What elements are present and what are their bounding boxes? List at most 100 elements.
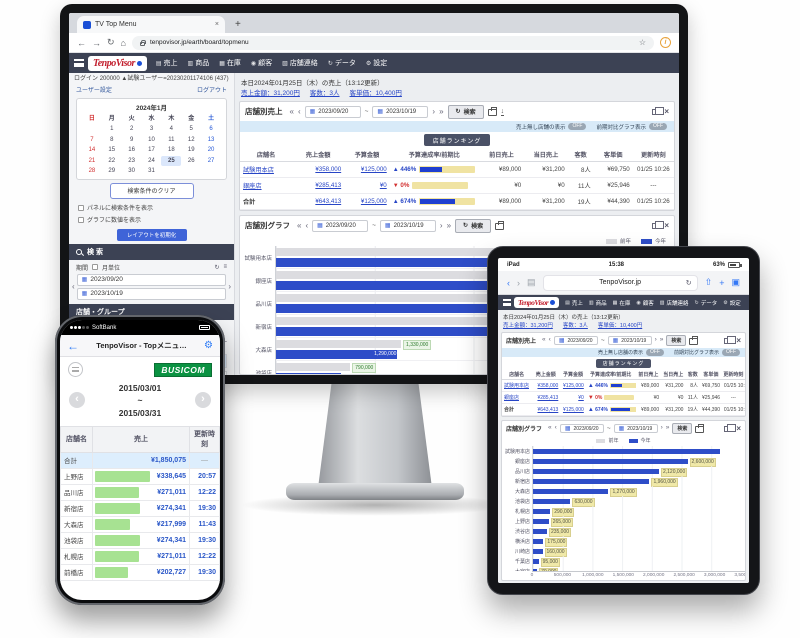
calendar-day[interactable]: 28 — [88, 168, 96, 175]
back-icon[interactable]: ← — [77, 37, 86, 48]
option-graph-checkbox[interactable]: グラフに数値を表示 — [69, 214, 234, 226]
store-link[interactable]: 試験用本店 — [243, 167, 274, 174]
date-from-field[interactable]: ▦ 2023/09/20 — [553, 336, 598, 345]
tabs-icon[interactable]: ▣ — [731, 277, 740, 287]
calendar-day[interactable]: 12 — [187, 136, 195, 143]
sales-value[interactable]: ¥643,413 — [537, 406, 559, 413]
sales-value[interactable]: ¥285,413 — [315, 182, 342, 189]
first-icon[interactable]: « — [297, 220, 302, 230]
popout-icon[interactable] — [724, 335, 737, 344]
next-icon[interactable]: › — [439, 220, 443, 230]
user-settings-link[interactable]: ユーザー設定 — [76, 87, 112, 94]
date-from-field[interactable]: ▦ 2023/09/20 — [559, 424, 604, 433]
home-icon[interactable]: ⌂ — [120, 37, 126, 48]
calendar-day[interactable]: 16 — [128, 147, 135, 154]
nav-item-3[interactable]: ◉ 顧客 — [636, 299, 654, 307]
nav-item-6[interactable]: ⚙ 設定 — [723, 299, 741, 307]
table-row[interactable]: 池袋店 ¥274,341 19:30 — [60, 531, 220, 549]
calendar-day[interactable]: 15 — [108, 147, 116, 154]
nav-item-2[interactable]: ▦ 在庫 — [219, 60, 241, 67]
budget-value[interactable]: ¥0 — [578, 394, 584, 401]
hamburger-icon[interactable] — [503, 299, 511, 306]
layout-reset-button[interactable]: レイアウトを初期化 — [116, 228, 187, 241]
close-panel-icon[interactable]: × — [736, 336, 741, 345]
print-icon[interactable] — [689, 335, 699, 345]
calendar-day[interactable]: 6 — [209, 126, 213, 133]
print-icon[interactable] — [487, 106, 497, 116]
prev-month-button[interactable]: ‹ — [69, 392, 85, 409]
calendar-day[interactable]: 24 — [148, 157, 155, 164]
next-month-button[interactable]: › — [194, 392, 211, 409]
nav-item-5[interactable]: ↻ データ — [694, 299, 718, 307]
calendar-day[interactable]: 19 — [187, 147, 195, 154]
refresh-icon[interactable]: ↻ — [214, 264, 220, 271]
calendar-day[interactable]: 23 — [128, 157, 135, 164]
nav-item-4[interactable]: ▧ 店舗連絡 — [659, 299, 689, 307]
table-row[interactable]: 上野店 ¥338,645 20:57 — [60, 467, 220, 485]
sales-value[interactable]: ¥358,000 — [537, 382, 559, 389]
nav-item-2[interactable]: ▦ 在庫 — [612, 299, 631, 307]
info-icon[interactable]: i — [660, 37, 671, 48]
store-link[interactable]: 銀座店 — [243, 183, 262, 190]
date-to-field[interactable]: ▦ 2023/10/19 — [379, 219, 436, 232]
calendar-day[interactable]: 4 — [169, 126, 174, 133]
toggle-no-sales[interactable]: 売上無し店舗の表示 OFF — [516, 123, 587, 131]
calendar-day[interactable]: 10 — [148, 136, 155, 143]
calendar-day[interactable]: 27 — [207, 157, 215, 164]
first-icon[interactable]: « — [289, 106, 294, 116]
share-icon[interactable]: ⇧ — [704, 277, 713, 287]
nav-item-6[interactable]: ⚙ 設定 — [365, 60, 388, 67]
table-row[interactable]: 札幌店 ¥271,011 12:22 — [60, 547, 220, 565]
calendar-day[interactable]: 7 — [90, 136, 94, 143]
prev-icon[interactable]: ‹ — [297, 106, 301, 116]
date-to-field[interactable]: ▦ 2023/10/19 — [372, 105, 429, 118]
download-icon[interactable]: ↓ — [500, 107, 505, 116]
toggle-prev-graph[interactable]: 前期対比グラフ表示 OFF — [596, 123, 667, 131]
prev-icon[interactable]: ‹ — [548, 336, 551, 344]
next-period-icon[interactable]: › — [228, 282, 231, 292]
date-to-field[interactable]: ▦ 2023/10/19 — [76, 287, 227, 300]
budget-value[interactable]: ¥125,000 — [360, 166, 387, 173]
date-to-field[interactable]: ▦ 2023/10/19 — [613, 424, 658, 433]
calendar-day[interactable]: 2 — [129, 126, 134, 133]
calendar-day[interactable]: 25 — [161, 155, 182, 167]
calendar-day[interactable]: 13 — [207, 136, 215, 143]
nav-item-3[interactable]: ◉ 顧客 — [250, 60, 273, 67]
calendar-day[interactable]: 17 — [148, 147, 155, 154]
option-panel-checkbox[interactable]: パネルに検索条件を表示 — [69, 202, 234, 214]
calendar-day[interactable]: 14 — [88, 147, 96, 154]
calendar-day[interactable]: 3 — [149, 126, 154, 133]
back-icon[interactable]: ← — [67, 338, 79, 353]
table-row[interactable]: 新宿店 ¥274,341 19:30 — [60, 499, 220, 517]
nav-item-0[interactable]: ▤ 売上 — [155, 60, 178, 67]
bookmarks-icon[interactable]: ▤ — [527, 277, 536, 287]
menu-button[interactable] — [68, 362, 83, 377]
date-from-field[interactable]: ▦ 2023/09/20 — [76, 273, 227, 286]
reload-icon[interactable]: ↻ — [107, 37, 115, 47]
search-button[interactable]: 検索 — [672, 423, 693, 434]
calendar-day[interactable]: 8 — [110, 136, 114, 143]
table-row[interactable]: 大森店 ¥217,999 11:43 — [60, 515, 220, 533]
sales-value[interactable]: ¥285,413 — [537, 394, 559, 401]
nav-item-1[interactable]: ▥ 商品 — [187, 60, 210, 67]
nav-item-1[interactable]: ▥ 商品 — [588, 299, 607, 307]
popout-icon[interactable] — [724, 423, 737, 432]
prev-period-icon[interactable]: ‹ — [72, 282, 75, 292]
monthly-checkbox[interactable] — [92, 264, 99, 271]
gear-icon[interactable]: ⚙ — [204, 340, 213, 351]
close-panel-icon[interactable]: × — [736, 424, 741, 433]
close-panel-icon[interactable]: × — [664, 107, 669, 116]
calendar-day[interactable]: 1 — [110, 126, 114, 133]
calendar-day[interactable]: 29 — [108, 168, 116, 175]
next-icon[interactable]: › — [432, 106, 436, 116]
back-icon[interactable]: ‹ — [507, 277, 510, 288]
budget-value[interactable]: ¥125,000 — [562, 382, 584, 389]
next-icon[interactable]: › — [654, 336, 657, 344]
budget-value[interactable]: ¥0 — [379, 182, 387, 189]
last-icon[interactable]: » — [439, 106, 444, 116]
last-icon[interactable]: » — [659, 336, 664, 344]
calendar-day[interactable]: 20 — [207, 147, 215, 154]
forward-icon[interactable]: › — [517, 277, 520, 288]
new-tab-icon[interactable]: + — [719, 277, 725, 288]
budget-value[interactable]: ¥125,000 — [562, 406, 584, 413]
